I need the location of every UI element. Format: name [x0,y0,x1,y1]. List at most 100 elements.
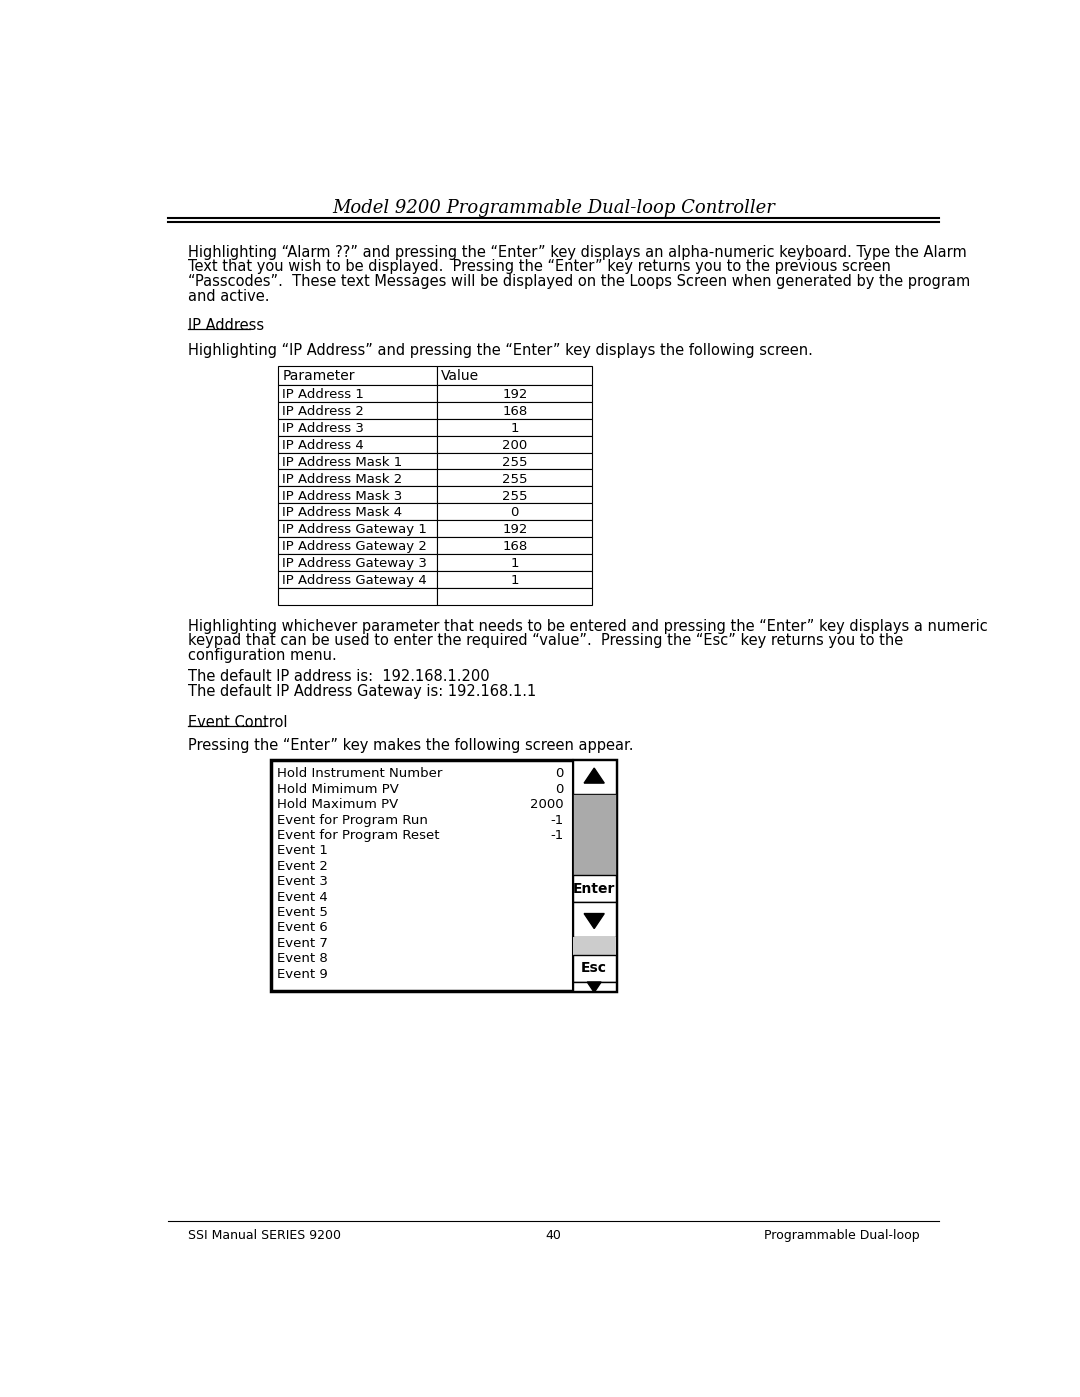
Bar [437,453,592,469]
Bar [279,419,437,436]
Bar [437,384,592,402]
Text: The default IP Address Gateway is: 192.168.1.1: The default IP Address Gateway is: 192.1… [188,683,536,698]
Text: IP Address Mask 2: IP Address Mask 2 [282,472,403,486]
Text: 2000: 2000 [530,798,564,812]
Text: Value: Value [441,369,480,383]
Text: Highlighting “IP Address” and pressing the “Enter” key displays the following sc: Highlighting “IP Address” and pressing t… [188,344,812,358]
Bar [572,902,616,937]
Bar [437,402,592,419]
Text: IP Address Mask 1: IP Address Mask 1 [282,455,403,468]
Text: 192: 192 [502,388,527,401]
Bar [572,760,616,795]
Text: IP Address Mask 4: IP Address Mask 4 [282,507,403,520]
Bar [572,937,616,954]
Text: 200: 200 [502,439,527,451]
Polygon shape [588,982,602,992]
Bar [572,954,616,982]
Bar [279,436,437,453]
Text: “Passcodes”.  These text Messages will be displayed on the Loops Screen when gen: “Passcodes”. These text Messages will be… [188,274,970,289]
Text: keypad that can be used to enter the required “value”.  Pressing the “Esc” key r: keypad that can be used to enter the req… [188,633,903,648]
Text: Event 8: Event 8 [276,953,327,965]
Bar [279,503,437,520]
Bar [437,503,592,520]
Bar [572,795,616,876]
Bar [279,588,437,605]
Bar [437,469,592,486]
Text: Event Control: Event Control [188,715,287,731]
Text: IP Address 1: IP Address 1 [282,388,364,401]
Text: Event 6: Event 6 [276,922,327,935]
Text: -1: -1 [551,828,564,842]
Bar [572,876,616,902]
Text: 40: 40 [545,1229,562,1242]
Text: Event 7: Event 7 [276,937,327,950]
Bar [437,436,592,453]
Bar [437,555,592,571]
Bar [437,366,592,384]
Text: Enter: Enter [573,882,616,895]
Text: 0: 0 [555,782,564,796]
Bar [279,366,437,384]
Bar [437,486,592,503]
Bar [279,555,437,571]
Text: IP Address 2: IP Address 2 [282,405,364,418]
Bar [437,571,592,588]
Bar [279,453,437,469]
Text: 1: 1 [511,557,519,570]
Text: Highlighting “Alarm ??” and pressing the “Enter” key displays an alpha-numeric k: Highlighting “Alarm ??” and pressing the… [188,244,967,260]
Bar [279,469,437,486]
Bar [279,571,437,588]
Text: Hold Mimimum PV: Hold Mimimum PV [276,782,399,796]
Text: The default IP address is:  192.168.1.200: The default IP address is: 192.168.1.200 [188,669,489,685]
Bar [279,402,437,419]
Bar [279,486,437,503]
Bar [279,520,437,538]
Text: 0: 0 [555,767,564,781]
Bar [437,419,592,436]
Text: 0: 0 [511,507,518,520]
Text: 255: 255 [502,489,527,503]
Text: IP Address Mask 3: IP Address Mask 3 [282,489,403,503]
Bar [437,588,592,605]
Bar [279,384,437,402]
Text: IP Address Gateway 4: IP Address Gateway 4 [282,574,427,587]
Text: IP Address: IP Address [188,317,264,332]
Bar [572,982,616,990]
Text: 255: 255 [502,455,527,468]
Text: IP Address 4: IP Address 4 [282,439,364,451]
Text: 192: 192 [502,524,527,536]
Text: Text that you wish to be displayed.  Pressing the “Enter” key returns you to the: Text that you wish to be displayed. Pres… [188,260,891,274]
Text: Model 9200 Programmable Dual-loop Controller: Model 9200 Programmable Dual-loop Contro… [332,198,775,217]
Text: Event 9: Event 9 [276,968,327,981]
Text: SSI Manual SERIES 9200: SSI Manual SERIES 9200 [188,1229,340,1242]
Text: IP Address Gateway 2: IP Address Gateway 2 [282,541,427,553]
Text: Event 1: Event 1 [276,844,327,858]
Bar [437,538,592,555]
Text: Event 2: Event 2 [276,861,327,873]
Bar [271,760,616,990]
Bar [437,520,592,538]
Text: Event 5: Event 5 [276,907,327,919]
Text: and active.: and active. [188,289,269,303]
Text: Programmable Dual-loop: Programmable Dual-loop [764,1229,919,1242]
Text: 255: 255 [502,472,527,486]
Text: 1: 1 [511,422,519,434]
Text: Event for Program Reset: Event for Program Reset [276,828,440,842]
Text: Hold Maximum PV: Hold Maximum PV [276,798,399,812]
Text: Pressing the “Enter” key makes the following screen appear.: Pressing the “Enter” key makes the follo… [188,738,633,753]
Text: Event 3: Event 3 [276,876,327,888]
Text: IP Address 3: IP Address 3 [282,422,364,434]
Text: Parameter: Parameter [282,369,354,383]
Text: Event 4: Event 4 [276,891,327,904]
Text: 168: 168 [502,541,527,553]
Text: 168: 168 [502,405,527,418]
Text: Hold Instrument Number: Hold Instrument Number [276,767,442,781]
Text: Highlighting whichever parameter that needs to be entered and pressing the “Ente: Highlighting whichever parameter that ne… [188,619,987,634]
Text: configuration menu.: configuration menu. [188,648,337,664]
Polygon shape [584,914,605,929]
Text: IP Address Gateway 1: IP Address Gateway 1 [282,524,427,536]
Text: 1: 1 [511,574,519,587]
Text: Esc: Esc [581,961,607,975]
Text: -1: -1 [551,813,564,827]
Bar [279,538,437,555]
